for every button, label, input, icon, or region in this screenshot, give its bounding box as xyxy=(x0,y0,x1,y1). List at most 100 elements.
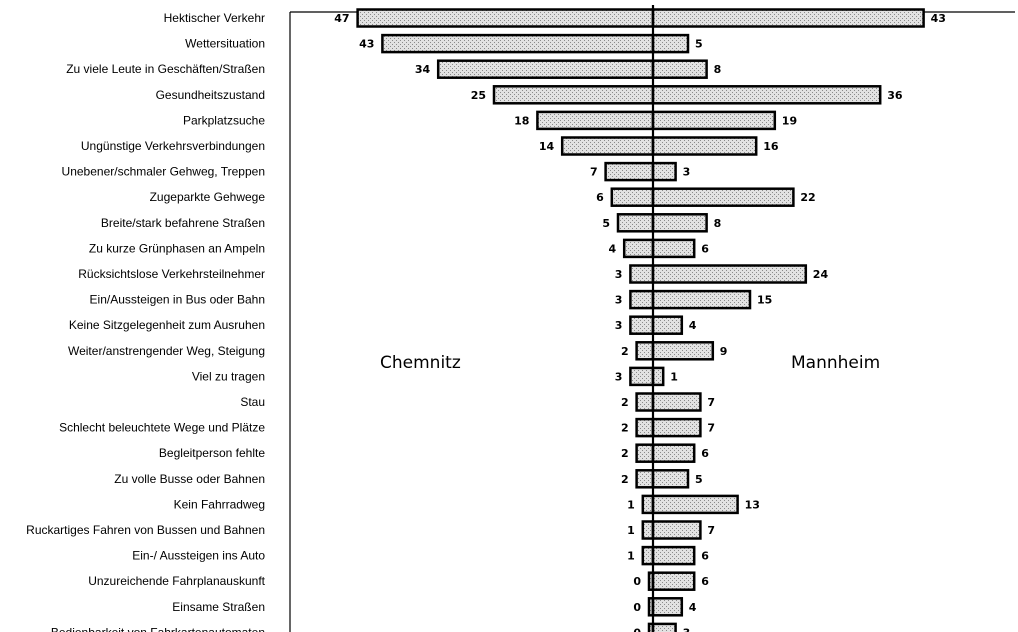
bar-chemnitz xyxy=(622,238,655,259)
value-label-chemnitz: 3 xyxy=(615,294,623,307)
category-label: Gesundheitszustand xyxy=(156,88,265,102)
category-label: Parkplatzsuche xyxy=(183,113,265,127)
value-label-chemnitz: 2 xyxy=(621,422,629,435)
bar-chemnitz xyxy=(610,187,655,207)
value-label-mannheim: 7 xyxy=(707,396,715,409)
value-label-mannheim: 22 xyxy=(800,191,815,204)
category-label: Ruckartiges Fahren von Bussen und Bahnen xyxy=(26,523,265,537)
bar-chemnitz xyxy=(647,622,655,632)
category-label: Weiter/anstrengender Weg, Steigung xyxy=(68,344,265,358)
value-label-mannheim: 19 xyxy=(782,114,797,127)
value-label-mannheim: 5 xyxy=(695,38,703,51)
category-label: Ein/Aussteigen in Bus oder Bahn xyxy=(90,293,265,307)
bar-mannheim xyxy=(651,85,882,105)
category-label: Breite/stark befahrene Straßen xyxy=(101,216,265,230)
value-label-mannheim: 24 xyxy=(813,268,829,281)
value-label-mannheim: 7 xyxy=(707,422,715,435)
category-label: Bedienbarkeit von Fahrkartenautomaten xyxy=(51,625,265,632)
bar-chemnitz xyxy=(629,366,655,387)
category-label: Keine Sitzgelegenheit zum Ausruhen xyxy=(69,318,265,332)
category-label: Einsame Straßen xyxy=(172,600,265,614)
category-label: Zu viele Leute in Geschäften/Straßen xyxy=(66,62,265,76)
value-label-chemnitz: 3 xyxy=(615,370,623,383)
value-label-chemnitz: 43 xyxy=(359,38,374,51)
bar-mannheim xyxy=(651,59,708,79)
value-label-chemnitz: 2 xyxy=(621,473,629,486)
value-label-mannheim: 8 xyxy=(714,63,722,76)
category-label: Begleitperson fehlte xyxy=(159,446,265,460)
bar-mannheim xyxy=(651,366,665,387)
mannheim-value-labels: 435836191632286241549177651376643 xyxy=(670,12,946,632)
category-label: Kein Fahrradweg xyxy=(174,497,265,511)
category-label: Viel zu tragen xyxy=(192,369,265,383)
value-label-chemnitz: 1 xyxy=(627,498,635,511)
value-label-mannheim: 9 xyxy=(720,345,728,358)
value-label-chemnitz: 14 xyxy=(539,140,555,153)
category-label: Zu kurze Grünphasen an Ampeln xyxy=(89,241,265,255)
category-label: Wettersituation xyxy=(185,37,265,51)
category-label: Stau xyxy=(240,395,265,409)
bar-chemnitz xyxy=(635,417,655,438)
category-label: Unzureichende Fahrplanauskunft xyxy=(88,574,265,588)
chemnitz-value-labels: 4743342518147654333232222111000 xyxy=(334,12,641,632)
value-label-mannheim: 36 xyxy=(887,89,903,102)
bar-mannheim xyxy=(651,417,702,438)
bar-mannheim xyxy=(651,494,739,515)
bar-mannheim xyxy=(651,161,677,182)
bar-chemnitz xyxy=(641,545,655,566)
value-label-mannheim: 5 xyxy=(695,473,703,486)
value-label-chemnitz: 2 xyxy=(621,447,629,460)
bar-chemnitz xyxy=(381,33,655,54)
value-label-chemnitz: 1 xyxy=(627,550,635,563)
bar-chemnitz xyxy=(492,85,655,105)
bar-mannheim xyxy=(651,136,758,156)
bar-mannheim xyxy=(651,264,808,284)
value-label-mannheim: 3 xyxy=(683,626,691,632)
value-label-mannheim: 43 xyxy=(931,12,946,25)
value-label-chemnitz: 0 xyxy=(633,626,641,632)
value-label-mannheim: 7 xyxy=(707,524,715,537)
bar-chemnitz xyxy=(536,110,655,131)
bar-mannheim xyxy=(651,545,696,566)
bar-chemnitz xyxy=(635,443,655,463)
category-label: Ein-/ Aussteigen ins Auto xyxy=(132,549,265,563)
value-label-mannheim: 15 xyxy=(757,294,772,307)
category-label: Ungünstige Verkehrsverbindungen xyxy=(81,139,265,153)
bar-mannheim xyxy=(651,213,708,233)
category-label: Hektischer Verkehr xyxy=(164,11,265,25)
bar-chemnitz xyxy=(629,264,655,284)
value-label-mannheim: 6 xyxy=(701,242,709,255)
chemnitz-bars xyxy=(356,8,655,632)
value-label-mannheim: 4 xyxy=(689,319,697,332)
value-label-chemnitz: 0 xyxy=(633,575,641,588)
value-label-chemnitz: 47 xyxy=(334,12,349,25)
bar-mannheim xyxy=(651,392,702,412)
bar-chemnitz xyxy=(604,161,655,182)
value-label-chemnitz: 1 xyxy=(627,524,635,537)
bar-chemnitz xyxy=(629,289,655,310)
bar-chemnitz xyxy=(641,520,655,540)
bar-chemnitz xyxy=(560,136,655,156)
series-label-mannheim: Mannheim xyxy=(791,353,880,373)
category-label: Zu volle Busse oder Bahnen xyxy=(114,472,265,486)
bar-mannheim xyxy=(651,110,777,131)
bar-chemnitz xyxy=(635,392,655,412)
series-label-chemnitz: Chemnitz xyxy=(380,353,461,373)
bar-mannheim xyxy=(651,341,715,361)
value-label-chemnitz: 3 xyxy=(615,319,623,332)
category-label: Unebener/schmaler Gehweg, Treppen xyxy=(62,165,265,179)
value-label-chemnitz: 7 xyxy=(590,166,598,179)
bar-chemnitz xyxy=(629,315,655,335)
value-label-mannheim: 6 xyxy=(701,575,709,588)
value-label-chemnitz: 0 xyxy=(633,601,641,614)
bar-mannheim xyxy=(651,8,925,28)
bar-mannheim xyxy=(651,571,696,591)
value-label-mannheim: 1 xyxy=(670,370,678,383)
bar-mannheim xyxy=(651,520,702,540)
bar-mannheim xyxy=(651,238,696,259)
value-label-chemnitz: 2 xyxy=(621,345,629,358)
bar-mannheim xyxy=(651,33,690,54)
bar-chemnitz xyxy=(635,469,655,489)
value-label-mannheim: 6 xyxy=(701,447,709,460)
